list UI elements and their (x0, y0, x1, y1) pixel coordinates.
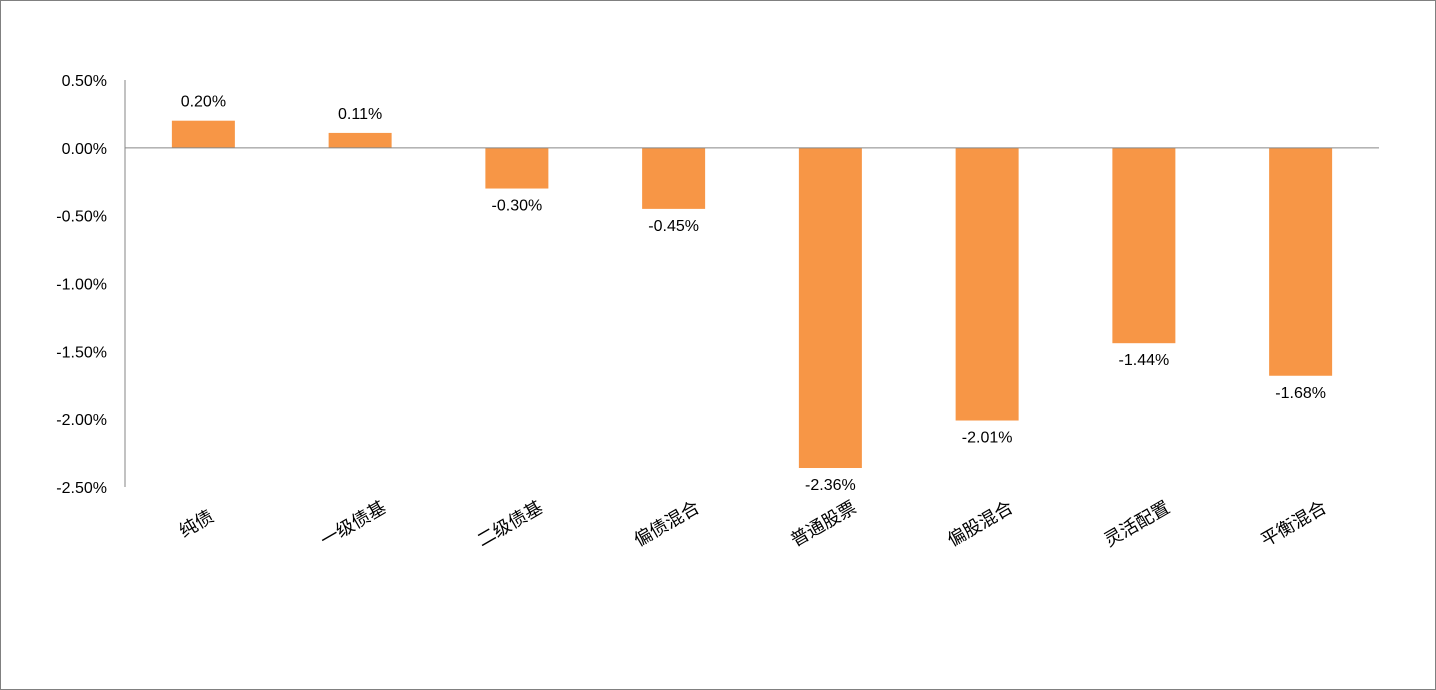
y-axis: 0.50% 0.00% -0.50% -1.00% -1.50% -2.00% -2.50% (56, 73, 126, 497)
bar (1112, 147, 1176, 344)
bar (955, 147, 1019, 421)
y-tick-label: -1.50% (56, 344, 107, 361)
x-tick-label: 偏债混合 (630, 497, 703, 551)
y-tick-label: 0.50% (62, 73, 107, 90)
x-tick-label: 一级债基 (317, 497, 390, 551)
x-tick-label: 二级债基 (474, 497, 547, 551)
y-tick-label: -0.50% (56, 209, 107, 226)
data-label: -2.36% (805, 477, 856, 494)
bar (485, 147, 549, 189)
bar (798, 147, 862, 469)
x-tick-label: 平衡混合 (1257, 497, 1330, 551)
data-label: 0.11% (338, 106, 382, 123)
data-label: -0.45% (648, 218, 699, 235)
bar (171, 120, 235, 148)
x-tick-label: 偏股混合 (944, 497, 1017, 551)
y-tick-label: -2.50% (56, 480, 107, 497)
y-tick-label: -2.00% (56, 412, 107, 429)
data-label: -0.30% (492, 198, 543, 215)
y-tick-label: 0.00% (62, 141, 107, 158)
data-label: -1.44% (1119, 352, 1170, 369)
bars (171, 120, 1333, 469)
x-axis: 纯债 一级债基 二级债基 偏债混合 普通股票 偏股混合 灵活配置 平衡混合 (125, 147, 1379, 551)
data-labels: 0.20% 0.11% -0.30% -0.45% -2.36% -2.01% -1.44%… (181, 94, 1326, 494)
x-tick-label: 纯债 (176, 506, 218, 542)
data-label: 0.20% (181, 94, 226, 111)
data-label: -2.01% (962, 430, 1013, 447)
x-tick-label: 普通股票 (787, 497, 860, 551)
bar (1269, 147, 1333, 376)
bar (642, 147, 706, 209)
x-tick-label: 灵活配置 (1101, 497, 1174, 551)
y-tick-label: -1.00% (56, 277, 107, 294)
bar (328, 132, 392, 148)
data-label: -1.68% (1275, 385, 1326, 402)
